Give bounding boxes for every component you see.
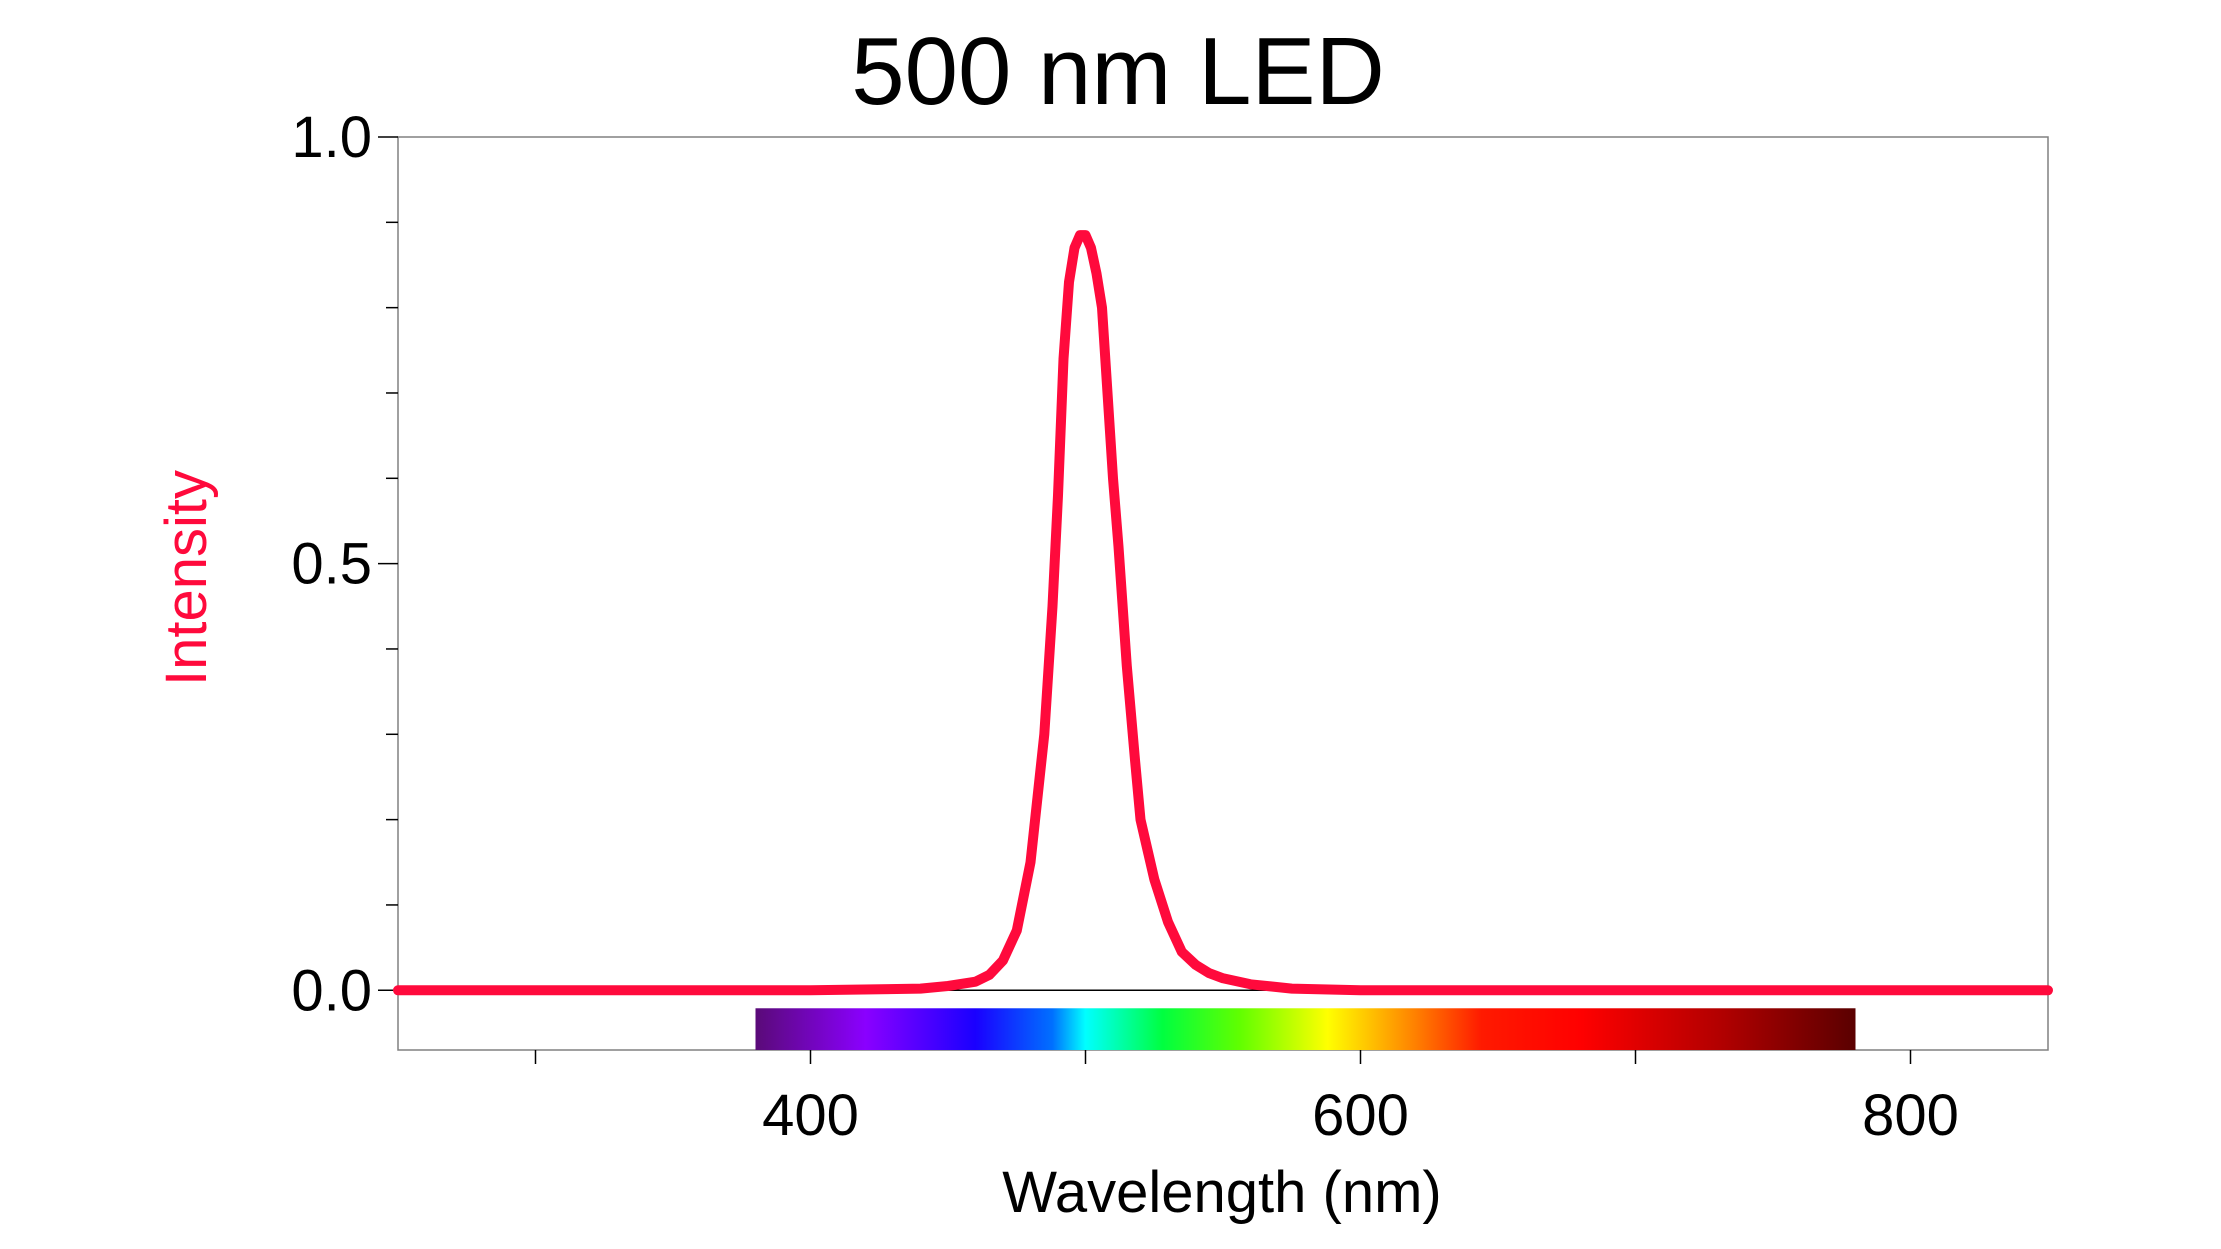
y-axis-label: Intensity xyxy=(154,470,219,686)
y-tick-label: 0.5 xyxy=(291,532,372,597)
x-tick-label: 600 xyxy=(1312,1083,1409,1148)
y-tick-label: 1.0 xyxy=(291,105,372,170)
intensity-series-line xyxy=(393,230,2053,996)
x-tick-label: 800 xyxy=(1862,1083,1959,1148)
chart-title: 500 nm LED xyxy=(851,18,1385,125)
x-tick-label: 400 xyxy=(762,1083,859,1148)
plot-frame xyxy=(397,136,2049,1051)
x-axis: 400 600 800 xyxy=(534,1050,1959,1148)
y-tick-label: 0.0 xyxy=(291,958,372,1023)
y-axis: 0.0 0.5 1.0 xyxy=(291,105,398,1023)
x-axis-label: Wavelength (nm) xyxy=(1002,1160,1441,1225)
visible-spectrum-bar xyxy=(755,1008,1856,1050)
